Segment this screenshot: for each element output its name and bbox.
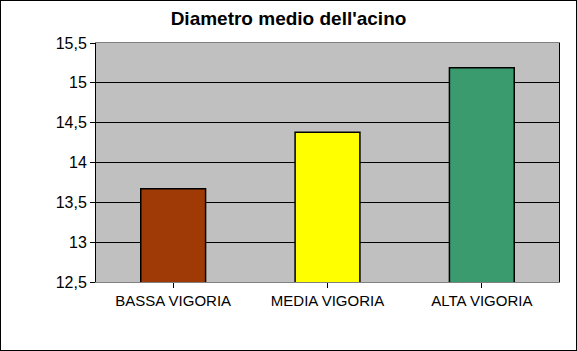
svg-text:15,5: 15,5 [56,35,87,52]
svg-text:12,5: 12,5 [56,274,87,291]
svg-text:ALTA VIGORIA: ALTA VIGORIA [431,292,532,309]
svg-text:13: 13 [69,234,87,251]
svg-text:14: 14 [69,154,87,171]
svg-text:14,5: 14,5 [56,114,87,131]
svg-text:Diametro medio dell'acino: Diametro medio dell'acino [171,8,407,29]
svg-text:13,5: 13,5 [56,194,87,211]
svg-text:BASSA VIGORIA: BASSA VIGORIA [115,292,231,309]
svg-text:MEDIA VIGORIA: MEDIA VIGORIA [271,292,384,309]
svg-text:15: 15 [69,74,87,91]
